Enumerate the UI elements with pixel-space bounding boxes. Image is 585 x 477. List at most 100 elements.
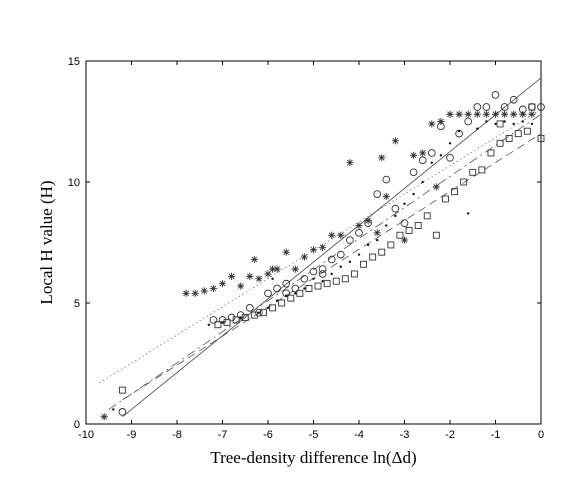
data-point-square [514,130,522,138]
data-point-circle [255,308,263,317]
data-point-asterisk [491,110,500,118]
x-tick-label: -5 [309,429,319,441]
data-point-circle [282,279,291,288]
data-point-square [442,195,449,203]
x-tick-label: -4 [354,429,364,441]
fit-line-asterisk [99,109,542,384]
data-point-asterisk [455,110,463,118]
data-point-asterisk [209,284,217,293]
x-tick-label: -9 [127,429,137,441]
data-point-square [369,253,377,261]
data-point-asterisk [337,231,345,239]
data-point-asterisk [482,110,490,118]
data-point-circle [491,91,500,99]
data-point-dot [376,238,379,242]
data-point-dot [366,243,370,247]
x-tick-label: -8 [172,429,182,441]
data-point-asterisk [250,255,258,264]
data-point-circle [509,95,518,104]
data-point-circle [446,153,454,162]
data-point-square [423,212,431,220]
data-point-circle [346,236,354,244]
data-point-dot [330,272,333,276]
data-point-dot [485,120,488,123]
data-point-dot [412,192,415,196]
x-tick-label: -10 [78,429,94,441]
data-point-dot [385,224,388,227]
data-point-dot [457,129,461,133]
data-point-square [523,127,531,135]
data-point-dot [421,180,424,184]
data-point-asterisk [228,272,236,280]
data-point-circle [364,219,372,227]
data-point-asterisk [246,272,254,280]
data-point-square [118,386,126,394]
data-point-asterisk [510,110,518,118]
data-point-dot [467,212,470,215]
data-point-asterisk [328,231,336,239]
fit-line-circle [122,77,542,418]
data-point-dot [321,280,324,283]
data-point-square [314,282,322,290]
data-point-dot [348,260,352,264]
data-point-dot [394,214,397,218]
data-point-asterisk [528,110,536,118]
data-point-asterisk [400,236,409,244]
data-point-dot [285,294,288,297]
data-point-circle [209,316,218,324]
data-point-dot [339,265,342,268]
x-tick-label: -1 [491,429,501,441]
data-point-square [351,270,358,278]
data-point-square [496,139,504,147]
fit-line-dot [108,113,542,410]
data-point-asterisk [255,275,263,283]
data-point-square [460,178,468,186]
data-point-dot [448,142,452,145]
data-point-asterisk [282,248,290,256]
data-point-dot [512,122,515,126]
data-points [100,91,545,421]
data-point-asterisk [391,137,399,145]
series-circle [118,91,545,416]
data-point-circle [409,168,418,177]
y-axis-label: Local H value (H) [37,180,56,304]
data-point-square [405,226,413,234]
data-point-dot [357,253,361,256]
series-dot [112,120,534,411]
data-point-asterisk [428,120,436,128]
data-point-circle [482,103,491,111]
data-point-square [451,188,458,196]
data-point-circle [300,274,309,283]
data-point-dot [221,321,224,324]
data-point-asterisk [378,154,386,162]
data-point-dot [430,161,433,164]
y-tick-label: 5 [74,298,80,310]
data-point-circle [400,219,409,227]
data-point-circle [464,117,473,126]
data-point-dot [239,316,242,319]
data-point-dot [476,127,479,130]
data-point-square [469,168,477,176]
data-point-square [214,321,222,329]
data-point-dot [112,408,115,411]
x-tick-label: -2 [445,429,455,441]
data-point-asterisk [473,110,481,118]
data-point-dot [271,277,274,280]
data-point-circle [437,122,445,131]
data-point-asterisk [291,265,299,273]
data-point-circle [418,156,427,165]
fit-line-square [122,133,542,401]
x-tick-label: -3 [400,429,410,441]
data-point-square [487,149,495,157]
data-point-square [305,285,313,292]
data-point-circle [291,284,300,293]
data-point-asterisk [355,221,363,230]
data-point-dot [521,120,524,123]
data-point-asterisk [419,149,427,157]
data-point-circle [537,103,545,111]
data-point-asterisk [182,289,190,297]
data-point-square [332,277,340,285]
data-point-square [232,316,240,324]
data-point-asterisk [501,110,509,118]
